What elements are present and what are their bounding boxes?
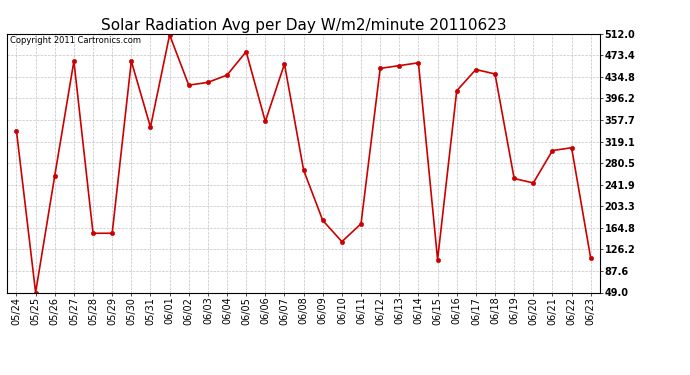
Text: Copyright 2011 Cartronics.com: Copyright 2011 Cartronics.com	[10, 36, 141, 45]
Title: Solar Radiation Avg per Day W/m2/minute 20110623: Solar Radiation Avg per Day W/m2/minute …	[101, 18, 506, 33]
